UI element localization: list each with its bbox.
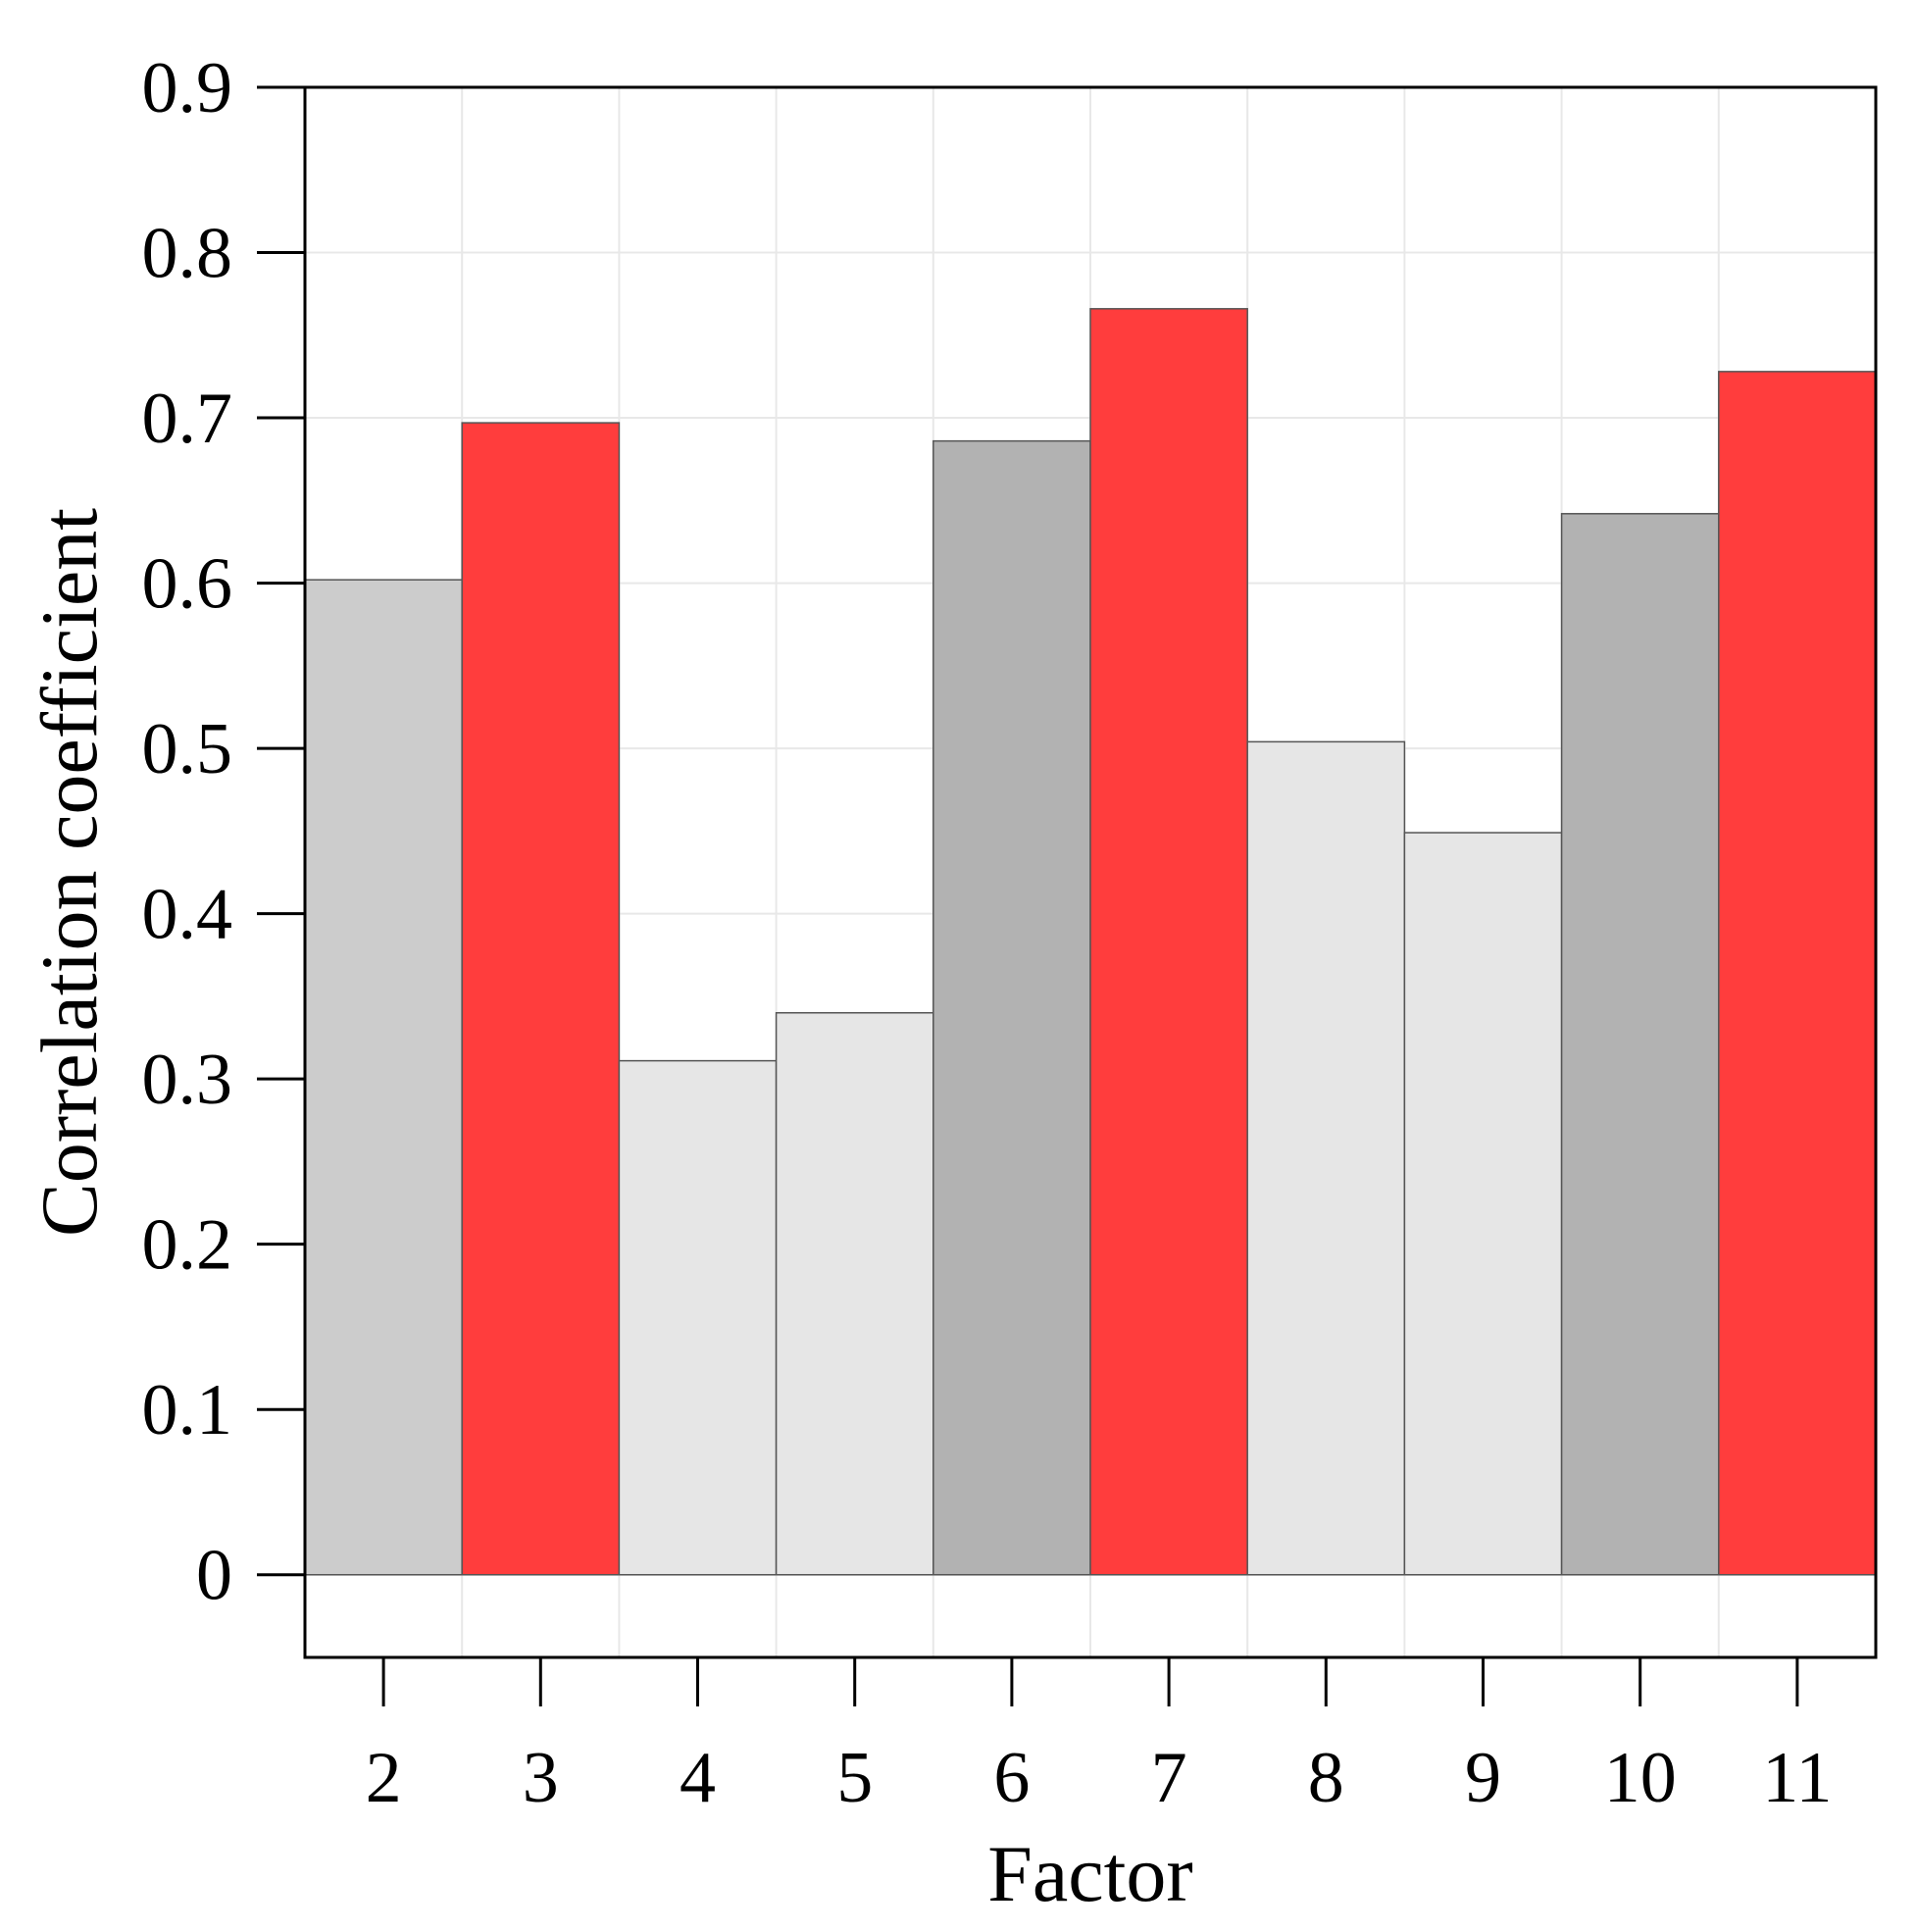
bar-factor-7 [1089, 308, 1248, 1576]
y-tick-label-0: 0 [196, 1536, 232, 1616]
bar-factor-4 [618, 1059, 778, 1576]
y-tick-label-3: 0.3 [142, 1040, 233, 1120]
y-axis: 0 0.1 0.2 0.3 0.4 0.5 0.6 0.7 0.8 0.9 [142, 48, 305, 1616]
y-tick-label-2: 0.2 [142, 1205, 233, 1286]
x-tick-label-3: 3 [523, 1738, 559, 1818]
bar-factor-2 [304, 579, 463, 1576]
x-tick-label-9: 9 [1465, 1738, 1501, 1818]
x-tick-label-7: 7 [1151, 1738, 1187, 1818]
x-axis: 2 3 4 5 6 7 8 9 10 11 [366, 1657, 1833, 1818]
x-tick-label-10: 10 [1604, 1738, 1677, 1818]
bar-factor-5 [775, 1011, 934, 1576]
plot-frame [303, 85, 1878, 1659]
y-tick-label-5: 0.5 [142, 709, 233, 789]
bar-factor-3 [461, 422, 621, 1576]
x-tick-label-8: 8 [1308, 1738, 1344, 1818]
bar-factor-8 [1246, 740, 1406, 1576]
y-tick-label-8: 0.8 [142, 214, 233, 294]
y-axis-label: Correlation coefficient [25, 508, 114, 1237]
bars [304, 308, 1877, 1576]
x-tick-label-11: 11 [1762, 1738, 1832, 1818]
bar-factor-10 [1560, 513, 1720, 1576]
bar-factor-6 [932, 439, 1091, 1576]
x-tick-label-4: 4 [680, 1738, 716, 1818]
y-tick-label-4: 0.4 [142, 875, 233, 955]
x-tick-label-6: 6 [993, 1738, 1030, 1818]
bar-factor-9 [1403, 832, 1563, 1576]
y-tick-label-6: 0.6 [142, 544, 233, 625]
bar-factor-11 [1718, 371, 1877, 1576]
y-tick-label-9: 0.9 [142, 48, 233, 128]
x-axis-label: Factor [987, 1829, 1192, 1918]
x-tick-label-2: 2 [366, 1738, 402, 1818]
x-tick-label-5: 5 [836, 1738, 873, 1818]
y-tick-label-1: 0.1 [142, 1370, 233, 1450]
y-tick-label-7: 0.7 [142, 379, 233, 459]
